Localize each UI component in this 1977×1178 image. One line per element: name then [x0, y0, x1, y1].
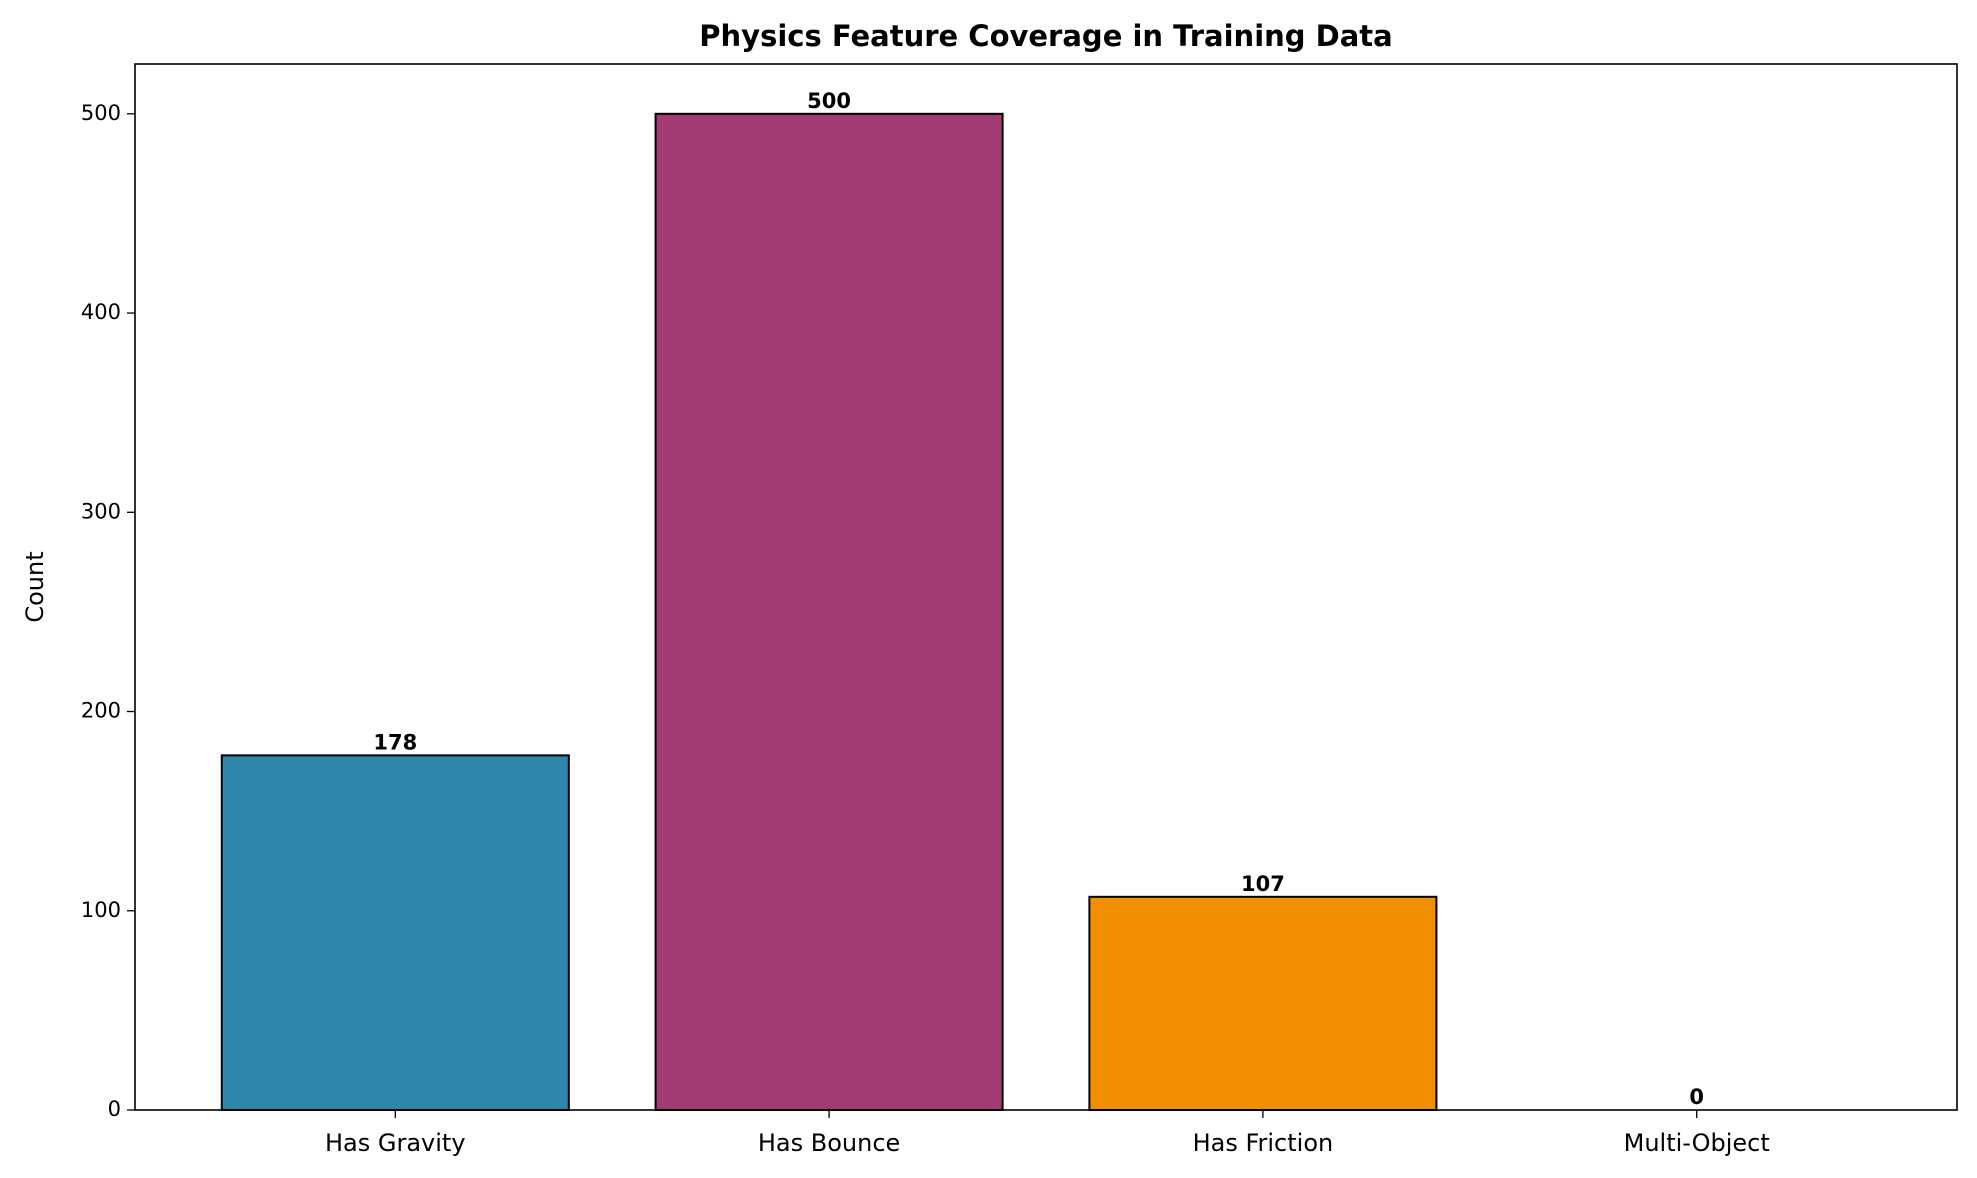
x-tick-label: Has Gravity [325, 1129, 466, 1157]
x-tick-label: Has Bounce [758, 1129, 900, 1157]
value-label: 107 [1241, 872, 1285, 896]
x-tick-label: Multi-Object [1624, 1129, 1770, 1157]
chart-title: Physics Feature Coverage in Training Dat… [699, 19, 1392, 53]
value-label: 0 [1689, 1085, 1704, 1109]
x-tick-label: Has Friction [1193, 1129, 1334, 1157]
bar [654, 112, 1004, 1112]
y-tick-label: 200 [81, 699, 121, 723]
bar [1088, 895, 1438, 1112]
y-tick-label: 0 [108, 1097, 121, 1121]
y-tick-label: 400 [81, 300, 121, 324]
plot-frame [134, 63, 1958, 1111]
bar [220, 754, 570, 1111]
y-axis-label: Count [21, 551, 49, 622]
y-tick-label: 500 [81, 101, 121, 125]
value-label: 178 [373, 730, 417, 754]
value-label: 500 [807, 89, 851, 113]
y-tick-label: 300 [81, 499, 121, 523]
y-tick-label: 100 [81, 898, 121, 922]
